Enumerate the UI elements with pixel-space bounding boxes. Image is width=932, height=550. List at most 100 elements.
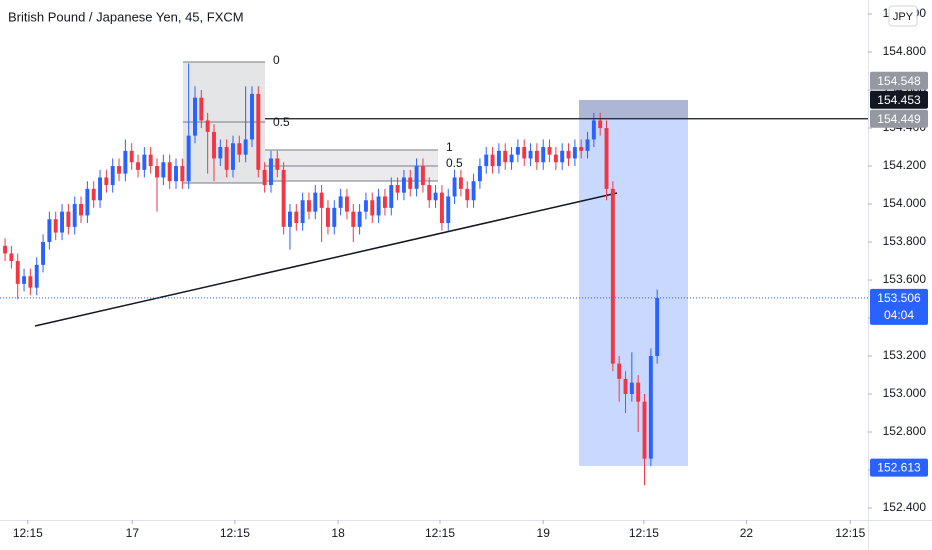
candle-body <box>610 188 615 364</box>
price-tag-label: 152.613 <box>877 461 921 475</box>
candle-body <box>427 185 432 201</box>
y-tick-label: 153.200 <box>883 348 927 362</box>
candle-body <box>275 158 280 170</box>
candle-body <box>439 192 444 224</box>
candle-body <box>193 97 197 136</box>
candle-body <box>231 143 235 170</box>
candle-body <box>85 188 90 216</box>
candle-body <box>9 253 14 262</box>
x-tick-label: 12:15 <box>425 526 455 540</box>
candle-body <box>66 211 71 227</box>
candle-body <box>370 200 375 216</box>
fib-label: 0.5 <box>273 115 290 129</box>
candle-body <box>205 120 210 132</box>
y-tick-label: 152.800 <box>883 424 927 438</box>
candle-body <box>503 150 508 163</box>
candle-body <box>560 150 565 163</box>
candle-body <box>155 166 159 178</box>
currency-button[interactable] <box>888 5 918 27</box>
x-tick-label: 17 <box>126 526 140 540</box>
candle-body <box>110 166 115 186</box>
candle-body <box>389 185 394 208</box>
candle-body <box>414 166 419 189</box>
x-tick-label: 12:15 <box>629 526 659 540</box>
candle-body <box>313 192 318 212</box>
candle-body <box>528 150 533 159</box>
candle-body <box>553 154 558 163</box>
candle-body <box>604 128 609 189</box>
x-tick-label: 12:15 <box>835 526 865 540</box>
candle-body <box>262 169 267 186</box>
candle-body <box>465 188 470 201</box>
candle-body <box>420 166 425 186</box>
candle-body <box>655 297 660 357</box>
candle-body <box>136 162 140 170</box>
x-tick-label: 22 <box>740 526 754 540</box>
fib-label: 1 <box>446 140 453 154</box>
fib-label: 0 <box>273 53 280 67</box>
candle-body <box>325 207 330 227</box>
price-tag <box>870 71 928 90</box>
candle-body <box>148 154 153 167</box>
y-tick-label: 153.600 <box>883 272 927 286</box>
candle-body <box>281 169 286 227</box>
candle-body <box>174 166 178 182</box>
candle-body <box>243 139 248 155</box>
y-tick-label: 154.000 <box>883 196 927 210</box>
candle-body <box>60 211 65 233</box>
candle-body <box>142 154 147 170</box>
x-tick-label: 18 <box>331 526 345 540</box>
candle-body <box>300 200 305 224</box>
candle-body <box>79 204 84 216</box>
candle-body <box>129 150 134 163</box>
candle-body <box>458 177 463 189</box>
candle-body <box>98 177 102 201</box>
candle-body <box>642 401 647 459</box>
candle-body <box>53 219 58 233</box>
y-tick-label: 153.800 <box>883 234 927 248</box>
candle-body <box>363 200 368 212</box>
candle-body <box>522 147 527 159</box>
candle-body <box>376 196 381 216</box>
candle-body <box>515 147 520 155</box>
currency-button-label[interactable]: JPY <box>893 11 914 23</box>
candle-body <box>180 166 185 182</box>
candle-body <box>250 93 254 140</box>
candle-body <box>351 211 356 227</box>
candle-body <box>104 177 109 186</box>
range-box-top <box>579 100 688 118</box>
candle-body <box>256 93 261 170</box>
candle-body <box>566 150 571 159</box>
price-tag-label: 154.453 <box>877 93 921 107</box>
candle-body <box>288 211 292 227</box>
candle-body <box>294 211 299 224</box>
candle-body <box>579 147 584 151</box>
y-tick-label: 154.800 <box>883 44 927 58</box>
candle-body <box>218 147 223 159</box>
candle-body <box>395 185 400 193</box>
candle-body <box>623 378 628 395</box>
candle-body <box>167 162 172 182</box>
candle-body <box>547 147 552 155</box>
candle-body <box>490 154 495 167</box>
chart-title: British Pound / Japanese Yen, 45, FXCM <box>8 9 244 24</box>
trendline <box>34 192 618 327</box>
candle-body <box>47 219 52 243</box>
candle-body <box>28 276 33 288</box>
candle-body <box>452 177 457 197</box>
candle-body <box>591 120 596 140</box>
price-tag <box>870 109 928 128</box>
candle-body <box>629 382 634 395</box>
candle-body <box>401 177 406 193</box>
countdown: 04:04 <box>884 308 914 322</box>
price-tag <box>870 288 928 325</box>
candle-body <box>332 207 337 227</box>
fib-label: 0.5 <box>446 156 463 170</box>
candle-body <box>496 150 501 167</box>
candle-body <box>408 177 413 189</box>
candle-body <box>123 150 128 174</box>
candle-body <box>41 242 46 265</box>
candle-body <box>477 166 482 182</box>
